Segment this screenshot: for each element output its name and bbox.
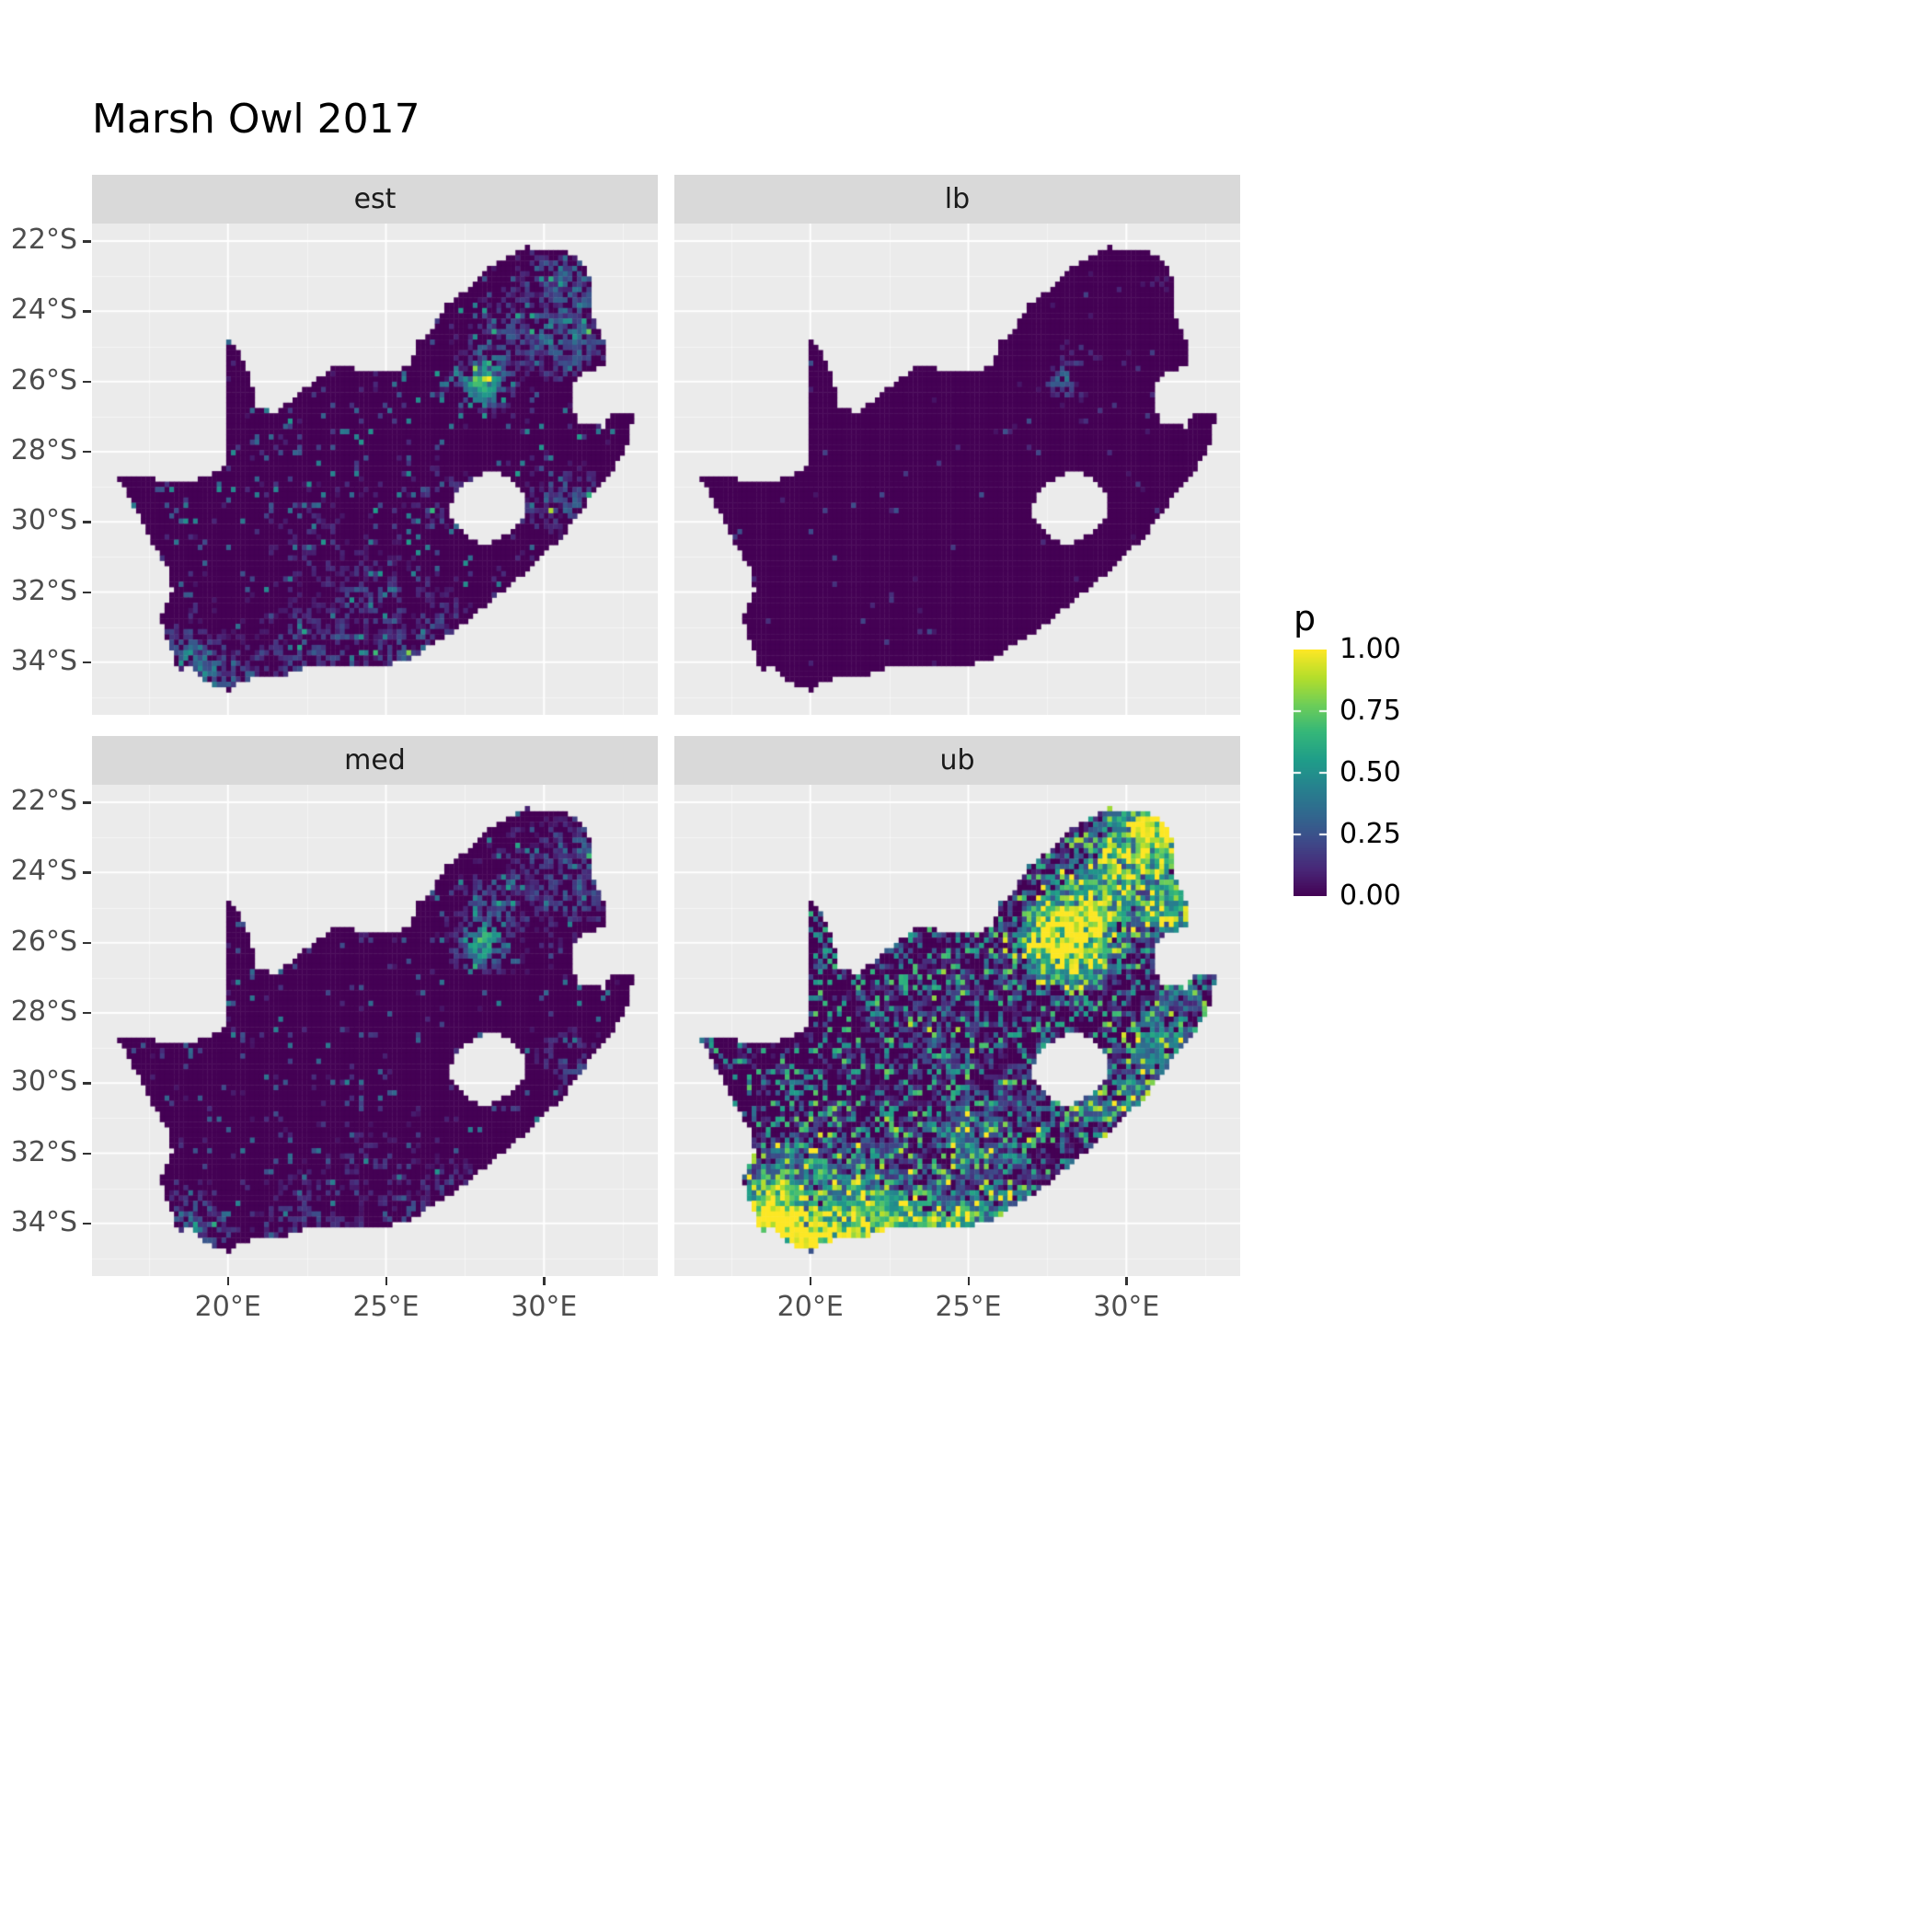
legend-colorbar	[1294, 650, 1327, 896]
x-axis-tick-mark	[385, 1277, 388, 1285]
y-axis-tick-label: 32°S	[10, 574, 77, 607]
y-axis-tick-mark	[83, 1222, 91, 1225]
y-axis-tick-label: 22°S	[10, 785, 77, 818]
plot-title: Marsh Owl 2017	[92, 96, 420, 143]
y-axis-tick-label: 24°S	[10, 293, 77, 327]
facet-panel-est-canvas	[92, 224, 658, 715]
y-axis-tick-label: 24°S	[10, 855, 77, 888]
facet-panel-lb-canvas	[674, 224, 1240, 715]
facet-strip-label-ub: ub	[939, 744, 975, 776]
y-axis-tick-mark	[83, 591, 91, 593]
y-axis-tick-mark	[83, 661, 91, 664]
y-axis-tick-label: 30°S	[10, 504, 77, 537]
facet-est: est	[92, 175, 658, 715]
x-axis-tick-mark	[226, 1277, 230, 1285]
x-axis-tick-mark	[543, 1277, 546, 1285]
facet-strip-med: med	[92, 736, 658, 785]
y-axis-tick-mark	[83, 521, 91, 523]
legend-tick-label: 1.00	[1340, 633, 1401, 665]
y-axis-tick-label: 26°S	[10, 363, 77, 397]
x-axis-tick-label: 20°E	[776, 1291, 844, 1323]
y-axis-tick-mark	[83, 240, 91, 243]
legend-title: p	[1294, 598, 1317, 638]
facet-ub: ub	[674, 736, 1240, 1276]
x-axis-tick-mark	[809, 1277, 812, 1285]
y-axis-tick-label: 34°S	[10, 1205, 77, 1238]
y-axis-tick-mark	[83, 1082, 91, 1085]
facet-strip-est: est	[92, 175, 658, 224]
y-axis-tick-label: 22°S	[10, 224, 77, 257]
facet-strip-label-est: est	[353, 183, 397, 215]
legend-tick-label: 0.25	[1340, 818, 1401, 850]
facet-strip-label-lb: lb	[944, 183, 971, 215]
y-axis-tick-mark	[83, 1152, 91, 1155]
facet-lb: lb	[674, 175, 1240, 715]
y-axis-tick-label: 34°S	[10, 644, 77, 677]
y-axis-tick-mark	[83, 941, 91, 945]
y-axis-tick-mark	[83, 1011, 91, 1015]
legend-tick-label: 0.50	[1340, 756, 1401, 788]
x-axis-tick-label: 20°E	[194, 1291, 261, 1323]
facet-strip-lb: lb	[674, 175, 1240, 224]
x-axis-tick-label: 25°E	[352, 1291, 420, 1323]
facet-strip-label-med: med	[344, 744, 406, 776]
x-axis-tick-label: 25°E	[935, 1291, 1002, 1323]
x-axis-tick-label: 30°E	[511, 1291, 578, 1323]
y-axis-tick-mark	[83, 310, 91, 313]
facet-strip-ub: ub	[674, 736, 1240, 785]
y-axis-tick-label: 30°S	[10, 1065, 77, 1098]
legend-tick-label: 0.00	[1340, 880, 1401, 912]
y-axis-tick-mark	[83, 871, 91, 874]
y-axis-tick-label: 28°S	[10, 995, 77, 1028]
facet-med: med	[92, 736, 658, 1276]
x-axis-tick-mark	[967, 1277, 971, 1285]
y-axis-tick-mark	[83, 801, 91, 804]
facet-panel-ub-canvas	[674, 785, 1240, 1276]
y-axis-tick-label: 32°S	[10, 1135, 77, 1168]
facet-panel-med-canvas	[92, 785, 658, 1276]
y-axis-tick-label: 28°S	[10, 433, 77, 466]
x-axis-tick-mark	[1125, 1277, 1128, 1285]
y-axis-tick-mark	[83, 450, 91, 454]
legend-tick-label: 0.75	[1340, 695, 1401, 727]
y-axis-tick-label: 26°S	[10, 925, 77, 958]
x-axis-tick-label: 30°E	[1093, 1291, 1160, 1323]
y-axis-tick-mark	[83, 380, 91, 384]
